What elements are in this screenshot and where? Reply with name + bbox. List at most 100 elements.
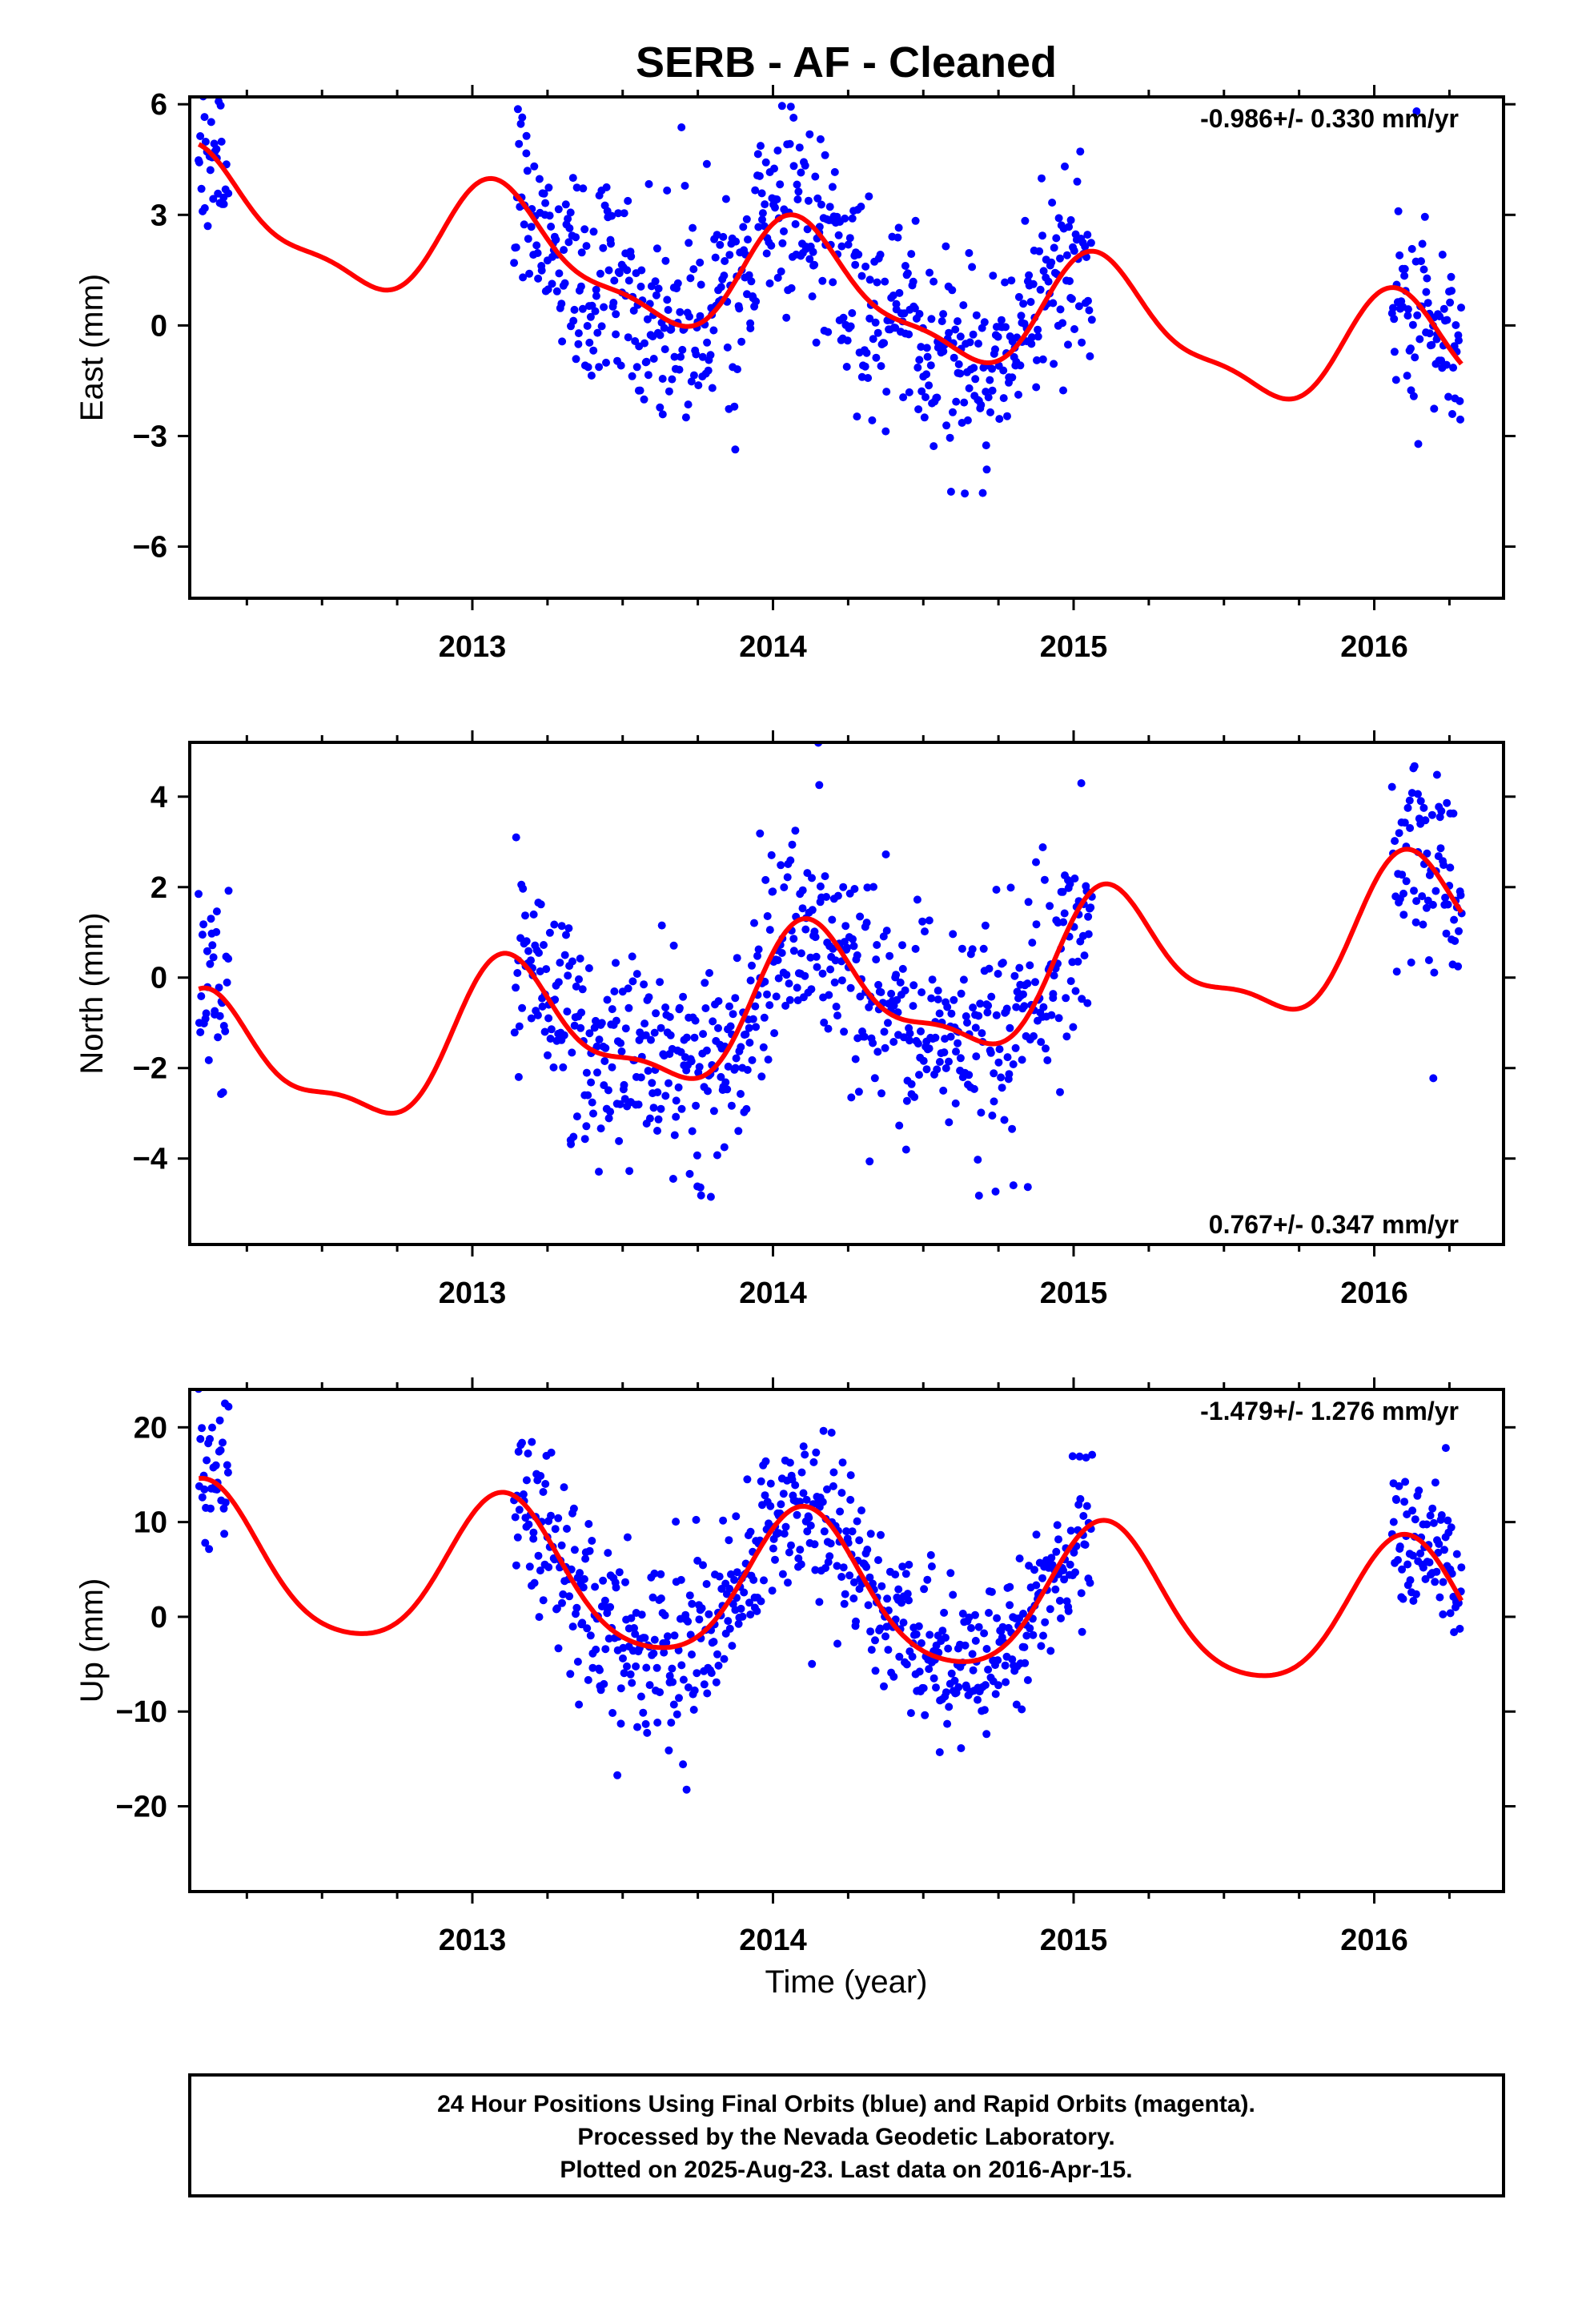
data-point	[604, 1549, 612, 1558]
data-point	[942, 1063, 950, 1072]
data-point	[806, 1522, 815, 1530]
data-point	[675, 1003, 684, 1012]
data-point	[1419, 265, 1428, 274]
data-point	[911, 944, 920, 953]
data-point	[203, 947, 211, 955]
data-point	[574, 340, 583, 348]
data-point	[1423, 274, 1431, 283]
data-point	[971, 1636, 980, 1645]
data-point	[837, 1489, 846, 1498]
data-point	[749, 1575, 758, 1584]
data-point	[600, 1057, 609, 1065]
data-point	[1431, 887, 1440, 895]
data-point	[833, 1639, 841, 1648]
data-point	[793, 983, 801, 992]
data-point	[685, 239, 693, 247]
data-point	[857, 203, 865, 211]
data-point	[946, 1569, 955, 1578]
data-point	[824, 328, 833, 336]
data-point	[726, 1022, 735, 1031]
data-point	[202, 1009, 211, 1018]
data-point	[805, 1514, 813, 1522]
model-line	[197, 142, 1464, 402]
data-point	[512, 833, 520, 842]
data-point	[630, 1624, 638, 1632]
data-point	[1020, 1642, 1029, 1651]
data-point	[1440, 1546, 1448, 1554]
data-point	[552, 287, 561, 296]
data-point	[1027, 340, 1036, 348]
data-point	[208, 941, 217, 950]
data-point	[566, 208, 575, 217]
data-point	[779, 1490, 788, 1498]
data-point	[643, 315, 652, 324]
footer-line-1: 24 Hour Positions Using Final Orbits (bl…	[437, 2091, 1255, 2117]
data-point	[1058, 887, 1067, 896]
data-point	[746, 976, 755, 985]
data-point	[574, 329, 583, 338]
data-point	[819, 1426, 828, 1435]
data-point	[782, 313, 791, 322]
data-point	[1087, 316, 1096, 324]
data-point	[797, 1468, 806, 1477]
data-point	[1026, 961, 1034, 970]
data-point	[842, 363, 851, 371]
data-point	[864, 374, 873, 382]
data-point	[644, 371, 652, 380]
data-point	[1420, 212, 1429, 221]
data-point	[803, 1527, 812, 1536]
data-point	[766, 1479, 775, 1488]
y-tick-label: 0	[151, 309, 167, 343]
data-point	[681, 413, 690, 422]
data-point	[825, 1552, 834, 1561]
data-point	[1032, 858, 1040, 866]
data-point	[668, 1664, 677, 1673]
data-point	[690, 1686, 699, 1695]
data-point	[1415, 1486, 1423, 1495]
data-point	[751, 1002, 760, 1011]
data-point	[999, 366, 1008, 375]
data-point	[1059, 918, 1068, 927]
data-point	[1002, 1678, 1010, 1687]
data-point	[1050, 360, 1058, 368]
data-point	[1077, 779, 1086, 787]
data-point	[1398, 1565, 1407, 1574]
data-point	[197, 184, 206, 193]
data-point	[1032, 1530, 1041, 1539]
data-point	[983, 1008, 992, 1017]
data-point	[606, 1602, 615, 1611]
data-point	[612, 959, 620, 967]
data-point	[1019, 1610, 1027, 1618]
data-point	[217, 137, 226, 146]
data-point	[677, 123, 686, 131]
data-point	[809, 1458, 818, 1466]
data-point	[628, 977, 637, 986]
data-point	[709, 326, 718, 335]
data-point	[587, 372, 596, 380]
data-point	[584, 1675, 592, 1684]
data-point	[896, 978, 905, 987]
data-point	[922, 344, 931, 352]
data-point	[624, 276, 633, 285]
data-point	[808, 292, 817, 301]
data-point	[650, 1635, 659, 1644]
data-point	[841, 214, 849, 223]
data-point	[925, 1665, 934, 1674]
data-point	[940, 1048, 949, 1057]
data-point	[665, 1012, 674, 1021]
data-point	[542, 965, 551, 974]
data-point	[1412, 897, 1421, 906]
data-point	[632, 1662, 640, 1671]
data-point	[524, 1449, 532, 1458]
data-point	[767, 850, 776, 859]
data-point	[820, 1018, 829, 1027]
data-point	[928, 975, 937, 984]
data-point	[1418, 892, 1427, 901]
data-point	[714, 997, 723, 1006]
data-point	[1014, 292, 1023, 301]
data-point	[846, 983, 855, 992]
data-point	[749, 1015, 757, 1023]
data-point	[868, 416, 877, 424]
data-point	[577, 1008, 586, 1017]
data-point	[905, 1036, 913, 1045]
